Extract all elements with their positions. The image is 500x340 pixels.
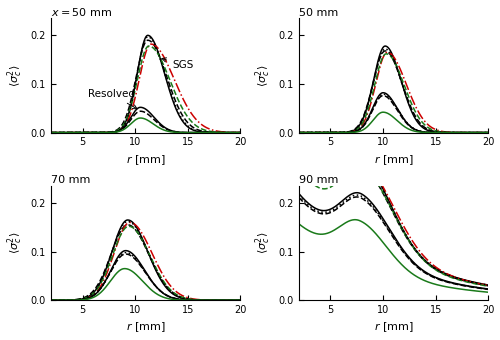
Y-axis label: $\langle \sigma_c^2 \rangle$: $\langle \sigma_c^2 \rangle$	[254, 232, 273, 254]
Text: 50 mm: 50 mm	[299, 7, 338, 18]
X-axis label: $r$ [mm]: $r$ [mm]	[126, 321, 166, 335]
Y-axis label: $\langle \sigma_c^2 \rangle$: $\langle \sigma_c^2 \rangle$	[254, 64, 273, 87]
Text: 90 mm: 90 mm	[299, 175, 338, 185]
Y-axis label: $\langle \sigma_c^2 \rangle$: $\langle \sigma_c^2 \rangle$	[6, 64, 25, 87]
X-axis label: $r$ [mm]: $r$ [mm]	[374, 321, 414, 335]
X-axis label: $r$ [mm]: $r$ [mm]	[126, 153, 166, 167]
Text: Resolved: Resolved	[88, 89, 137, 109]
Text: 70 mm: 70 mm	[51, 175, 90, 185]
Text: SGS: SGS	[162, 58, 194, 70]
Y-axis label: $\langle \sigma_c^2 \rangle$: $\langle \sigma_c^2 \rangle$	[6, 232, 25, 254]
X-axis label: $r$ [mm]: $r$ [mm]	[374, 153, 414, 167]
Text: $x = 50$ mm: $x = 50$ mm	[51, 5, 112, 18]
